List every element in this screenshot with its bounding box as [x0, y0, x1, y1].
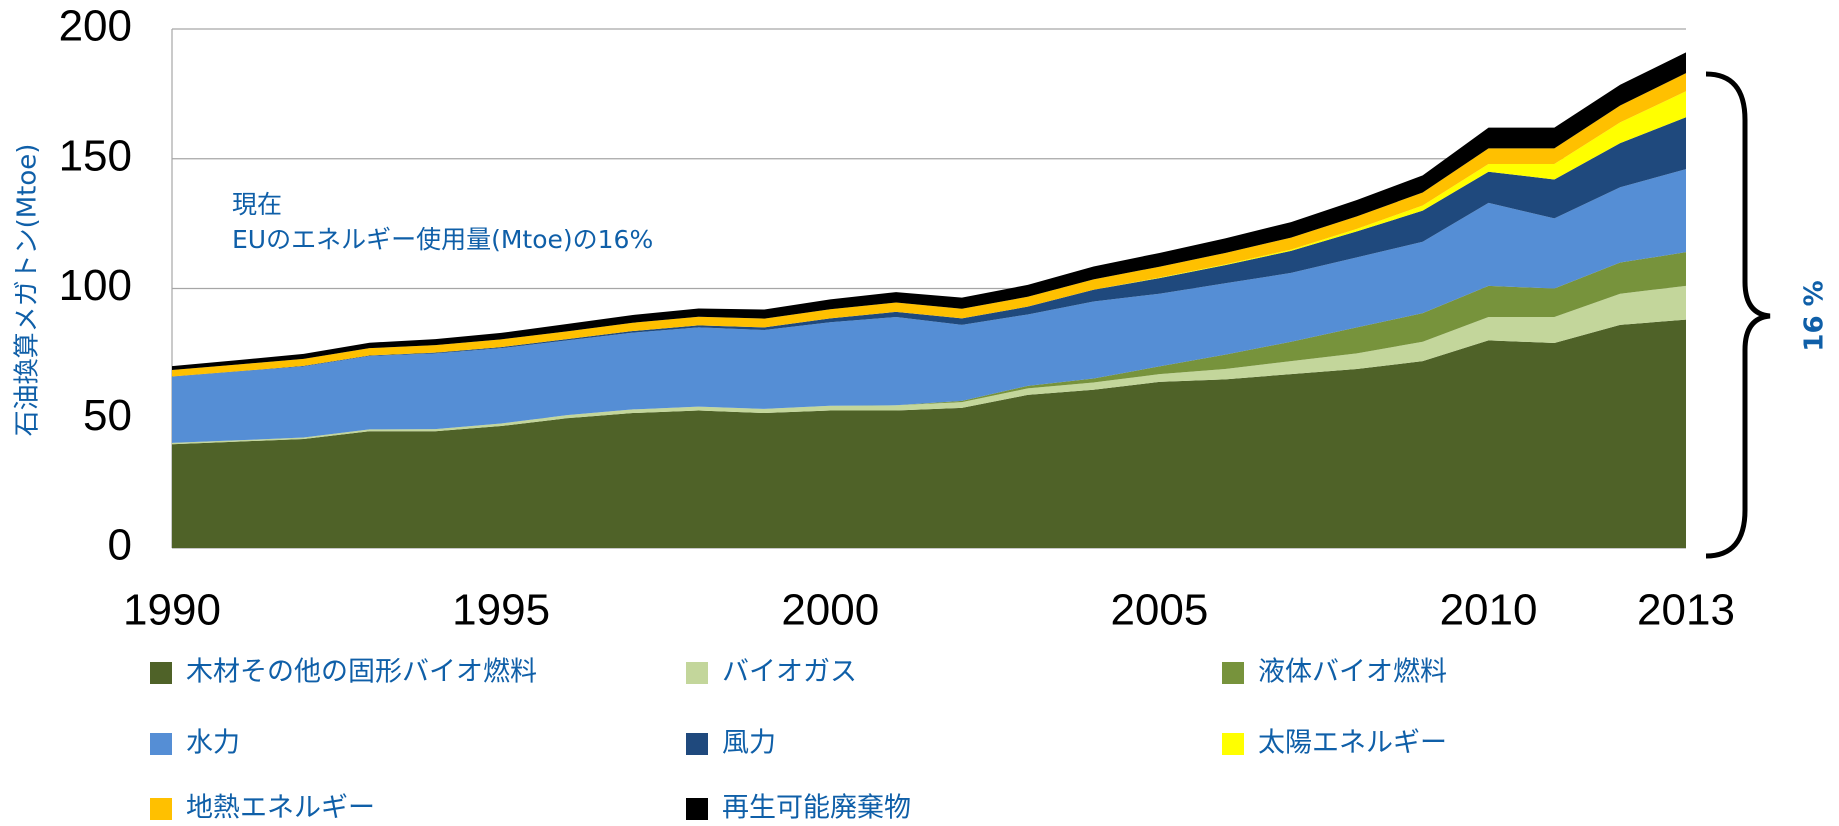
legend-label: 木材その他の固形バイオ燃料 — [186, 657, 537, 688]
legend-label: 再生可能廃棄物 — [722, 793, 911, 823]
legend-label: 液体バイオ燃料 — [1258, 657, 1447, 688]
y-tick-label: 0 — [108, 521, 132, 570]
legend-swatch — [1222, 662, 1244, 684]
legend-label: 地熱エネルギー — [186, 793, 375, 823]
legend-swatch — [686, 733, 708, 755]
y-tick-label: 100 — [59, 261, 132, 310]
legend-swatch — [150, 662, 172, 684]
x-tick-label: 2000 — [781, 586, 879, 635]
area — [172, 319, 1686, 548]
area — [172, 285, 1686, 445]
legend-swatch — [686, 798, 708, 820]
x-tick-label: 2010 — [1440, 586, 1538, 635]
x-tick-label: 2013 — [1637, 586, 1735, 635]
legend-label: 太陽エネルギー — [1258, 728, 1447, 759]
y-tick-label: 50 — [83, 391, 132, 440]
bracket — [1705, 71, 1771, 559]
legend-label: 水力 — [186, 728, 240, 759]
y-tick-label: 150 — [59, 131, 132, 180]
area — [172, 169, 1686, 443]
annotation: EUのエネルギー使用量(Mtoe)の16% — [232, 225, 653, 254]
legend-swatch — [150, 798, 172, 820]
area — [172, 117, 1686, 377]
y-axis-label: 石油換算メガトン(Mtoe) — [13, 144, 43, 437]
x-tick-label: 1995 — [452, 586, 550, 635]
legend-label: バイオガス — [722, 657, 857, 688]
x-tick-label: 2005 — [1110, 586, 1208, 635]
annotation: 現在 — [232, 190, 282, 219]
bracket-label: 16 % — [1800, 280, 1830, 351]
legend-swatch — [686, 662, 708, 684]
legend-swatch — [1222, 733, 1244, 755]
y-tick-label: 200 — [59, 2, 132, 51]
legend-swatch — [150, 733, 172, 755]
legend-label: 風力 — [722, 728, 776, 759]
x-tick-label: 1990 — [123, 586, 221, 635]
area — [172, 252, 1686, 443]
